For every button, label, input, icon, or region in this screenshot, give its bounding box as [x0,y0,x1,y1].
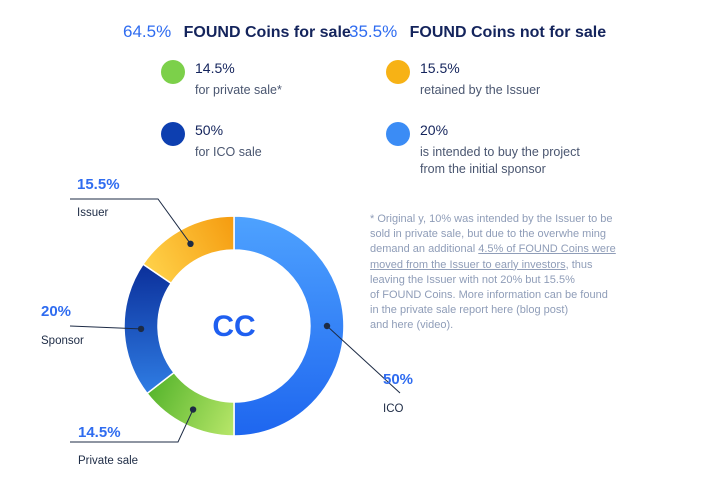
legend-desc: is intended to buy the project from the … [420,145,580,176]
legend-value: 14.5% [195,60,235,76]
callout-line [70,409,194,443]
callout-line [70,198,191,245]
footnote: * Original y, 10% was intended by the Is… [370,213,616,332]
for-sale-headline: 64.5% FOUND Coins for sale [123,22,351,42]
legend-value: 20% [420,122,449,138]
legend-desc: retained by the Issuer [420,83,541,97]
footnote-link[interactable]: 4.5% of FOUND Coins were [478,243,616,256]
slice-name-label: Sponsor [41,335,84,347]
callout-line [326,325,401,394]
legend-value: 15.5% [420,60,460,76]
slice-value-label: 20% [41,303,71,320]
donut-slice-issuer [141,215,235,285]
callout-line [69,325,142,330]
slice-name-label: Private sale [78,455,138,467]
not-for-sale-headline: 35.5% FOUND Coins not for sale [349,22,606,42]
legend-desc: for private sale* [195,83,282,97]
cc-logo-icon: CC [212,310,255,343]
slice-value-label: 14.5% [78,424,121,441]
slice-name-label: Issuer [77,207,108,219]
slice-name-label: ICO [383,403,404,415]
for-sale-percent: 64.5% [123,22,172,41]
navy-dot-icon [161,122,185,146]
footnote-link[interactable]: moved from the Issuer to early investors [370,258,566,271]
slice-value-label: 15.5% [77,176,120,193]
callout-dot [189,406,197,413]
legend-value: 50% [195,122,224,138]
orange-dot-icon [386,60,410,84]
legend-desc: for ICO sale [195,145,262,159]
green-dot-icon [161,60,185,84]
donut-slice-ico [233,215,345,437]
slice-value-label: 50% [383,371,413,388]
for-sale-text: FOUND Coins for sale [183,24,351,41]
not-for-sale-text: FOUND Coins not for sale [409,24,607,41]
not-for-sale-percent: 35.5% [349,22,398,41]
blue-dot-icon [386,122,410,146]
